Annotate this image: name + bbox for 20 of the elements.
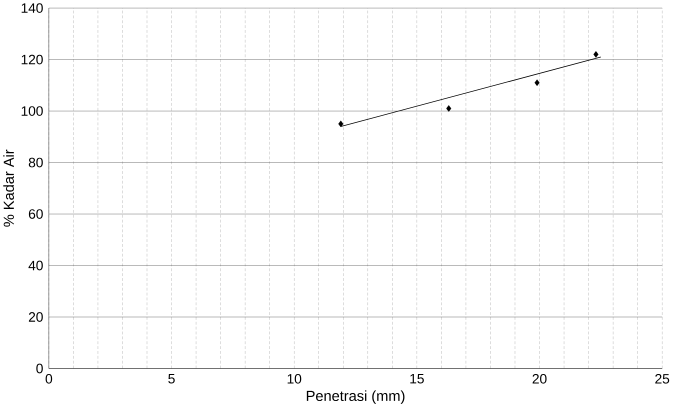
y-tick-label: 100 xyxy=(22,106,43,116)
y-axis-title: % Kadar Air xyxy=(3,150,14,227)
point xyxy=(446,105,452,112)
x-axis-title: Penetrasi (mm) xyxy=(306,390,404,404)
x-tick-label: 10 xyxy=(288,374,302,384)
y-tick-label: 120 xyxy=(22,54,43,64)
x-tick-label: 25 xyxy=(655,374,670,384)
y-tick-label: 80 xyxy=(28,158,43,168)
x-tick-label: 5 xyxy=(168,374,175,384)
point xyxy=(534,79,540,86)
x-tick-label: 15 xyxy=(410,374,424,384)
y-tick-label: 40 xyxy=(28,260,43,270)
y-tick-label: 20 xyxy=(28,312,43,322)
y-tick-label: 60 xyxy=(28,209,43,219)
y-tick-label: 0 xyxy=(36,364,43,374)
x-tick-label: 0 xyxy=(46,374,52,384)
x-tick-label: 20 xyxy=(532,374,547,384)
y-tick-label: 140 xyxy=(22,3,43,13)
point xyxy=(338,120,344,128)
point xyxy=(593,51,598,58)
